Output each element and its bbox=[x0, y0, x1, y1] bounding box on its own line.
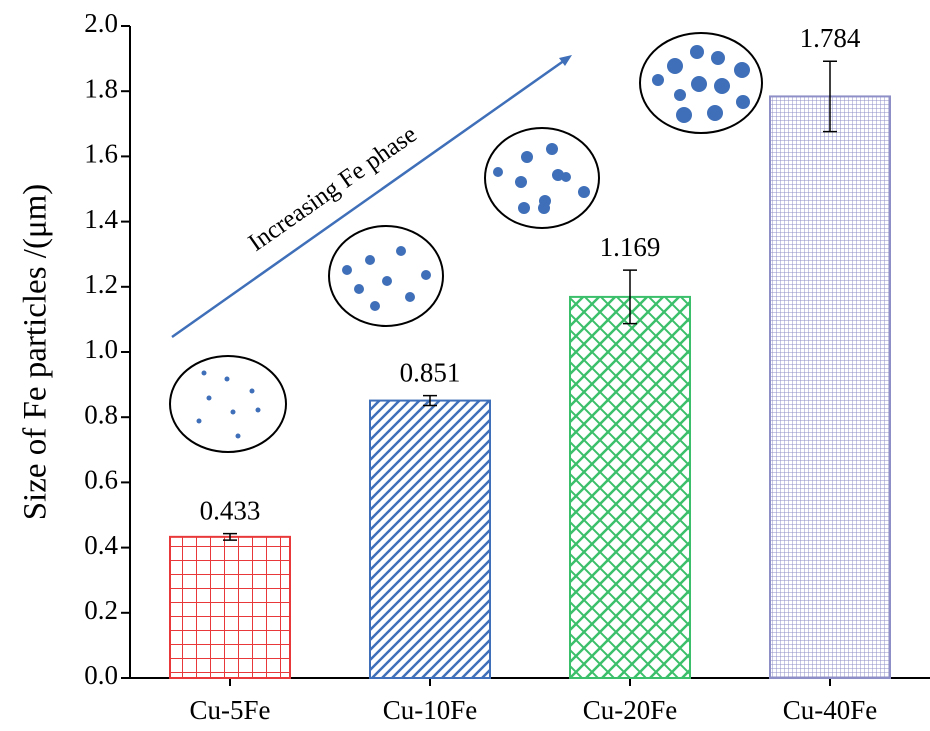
y-tick-label: 1.2 bbox=[84, 269, 118, 299]
x-tick-label: Cu-40Fe bbox=[783, 695, 878, 725]
x-tick-label: Cu-10Fe bbox=[383, 695, 478, 725]
y-tick-label: 0.6 bbox=[84, 465, 118, 495]
y-tick-label: 1.0 bbox=[84, 334, 118, 364]
value-label: 1.169 bbox=[600, 232, 661, 262]
bar bbox=[370, 401, 490, 678]
value-label: 0.851 bbox=[400, 358, 461, 388]
y-axis-label: Size of Fe particles /(μm) bbox=[18, 184, 54, 521]
value-label: 0.433 bbox=[200, 496, 261, 526]
x-tick-label: Cu-5Fe bbox=[190, 695, 271, 725]
y-tick-label: 1.4 bbox=[84, 204, 118, 234]
y-tick-label: 0.2 bbox=[84, 595, 118, 625]
y-tick-label: 1.8 bbox=[84, 73, 118, 103]
y-tick-label: 0.8 bbox=[84, 399, 118, 429]
bar bbox=[170, 537, 290, 678]
value-label: 1.784 bbox=[800, 23, 861, 53]
y-tick-label: 1.6 bbox=[84, 139, 118, 169]
x-tick-label: Cu-20Fe bbox=[583, 695, 678, 725]
bar bbox=[570, 297, 690, 678]
y-tick-label: 2.0 bbox=[84, 8, 118, 38]
y-tick-label: 0.4 bbox=[84, 530, 118, 560]
bar bbox=[770, 96, 890, 678]
chart: Increasing Fe phase Size of Fe particles… bbox=[0, 0, 930, 731]
y-tick-label: 0.0 bbox=[84, 660, 118, 690]
